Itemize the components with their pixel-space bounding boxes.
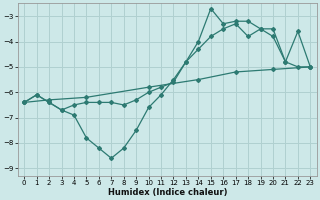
X-axis label: Humidex (Indice chaleur): Humidex (Indice chaleur) [108,188,227,197]
